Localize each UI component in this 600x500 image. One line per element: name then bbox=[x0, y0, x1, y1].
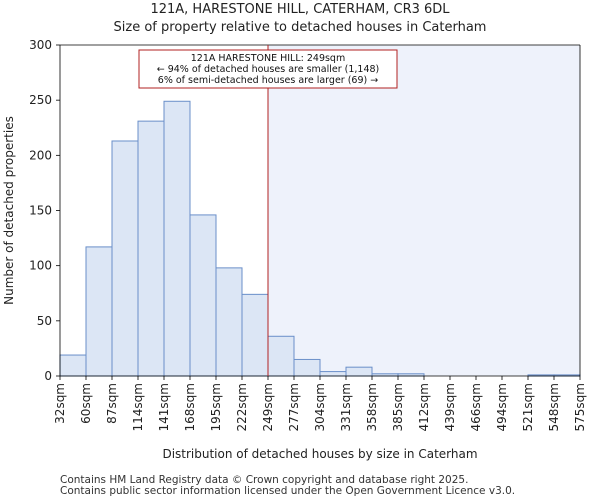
histogram-bar bbox=[345, 366, 373, 377]
footer-line-2: Contains public sector information licen… bbox=[60, 485, 516, 497]
histogram-bar bbox=[319, 371, 347, 377]
histogram-bar bbox=[189, 214, 217, 377]
larger-region-shade bbox=[268, 45, 580, 376]
x-tick-label: 195sqm bbox=[209, 383, 223, 431]
histogram-bar bbox=[85, 246, 113, 377]
x-tick-label: 521sqm bbox=[521, 383, 535, 431]
chart-title: 121A, HARESTONE HILL, CATERHAM, CR3 6DL bbox=[150, 2, 450, 17]
annotation-line-1: 121A HARESTONE HILL: 249sqm bbox=[191, 53, 345, 64]
histogram-bar bbox=[137, 120, 165, 377]
histogram-bar bbox=[241, 293, 269, 377]
histogram-bar bbox=[293, 358, 321, 377]
x-tick-label: 439sqm bbox=[443, 383, 457, 431]
y-tick-label: 50 bbox=[37, 314, 52, 328]
histogram-bar bbox=[163, 100, 191, 377]
y-tick-label: 100 bbox=[29, 259, 52, 273]
x-tick-label: 331sqm bbox=[339, 383, 353, 431]
histogram-bar bbox=[111, 140, 139, 377]
x-tick-label: 249sqm bbox=[261, 383, 275, 431]
y-tick-label: 300 bbox=[29, 38, 52, 52]
annotation-line-2: ← 94% of detached houses are smaller (1,… bbox=[157, 64, 380, 75]
x-tick-label: 412sqm bbox=[417, 383, 431, 431]
chart-subtitle: Size of property relative to detached ho… bbox=[113, 20, 487, 35]
y-tick-label: 200 bbox=[29, 148, 52, 162]
y-axis-title: Number of detached properties bbox=[2, 116, 16, 305]
histogram-bar bbox=[215, 267, 243, 377]
y-tick-label: 250 bbox=[29, 93, 52, 107]
x-tick-label: 358sqm bbox=[365, 383, 379, 431]
annotation-box bbox=[138, 49, 398, 89]
x-tick-label: 168sqm bbox=[183, 383, 197, 431]
histogram-bar bbox=[267, 335, 295, 377]
x-tick-label: 87sqm bbox=[105, 383, 119, 424]
x-tick-label: 548sqm bbox=[547, 383, 561, 431]
footer-line-1: Contains HM Land Registry data © Crown c… bbox=[60, 474, 469, 486]
x-tick-label: 32sqm bbox=[53, 383, 67, 424]
y-tick-label: 150 bbox=[29, 204, 52, 218]
x-tick-label: 277sqm bbox=[287, 383, 301, 431]
x-tick-label: 575sqm bbox=[573, 383, 587, 431]
x-tick-label: 494sqm bbox=[495, 383, 509, 431]
x-tick-label: 114sqm bbox=[131, 383, 145, 431]
x-tick-label: 385sqm bbox=[391, 383, 405, 431]
x-tick-label: 466sqm bbox=[469, 383, 483, 431]
x-axis-title: Distribution of detached houses by size … bbox=[162, 447, 477, 461]
y-tick-label: 0 bbox=[44, 369, 52, 383]
x-tick-label: 304sqm bbox=[313, 383, 327, 431]
histogram-bar bbox=[59, 354, 87, 377]
x-tick-label: 60sqm bbox=[79, 383, 93, 424]
x-tick-label: 222sqm bbox=[235, 383, 249, 431]
annotation-line-3: 6% of semi-detached houses are larger (6… bbox=[158, 75, 378, 86]
x-tick-label: 141sqm bbox=[157, 383, 171, 431]
